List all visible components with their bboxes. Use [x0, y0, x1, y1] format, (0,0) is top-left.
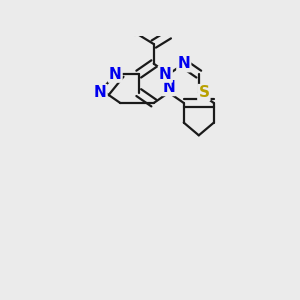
- Text: S: S: [198, 85, 209, 100]
- Text: N: N: [109, 67, 122, 82]
- Text: N: N: [159, 67, 172, 82]
- Text: N: N: [162, 80, 175, 95]
- Text: N: N: [94, 85, 106, 100]
- Text: N: N: [177, 56, 190, 71]
